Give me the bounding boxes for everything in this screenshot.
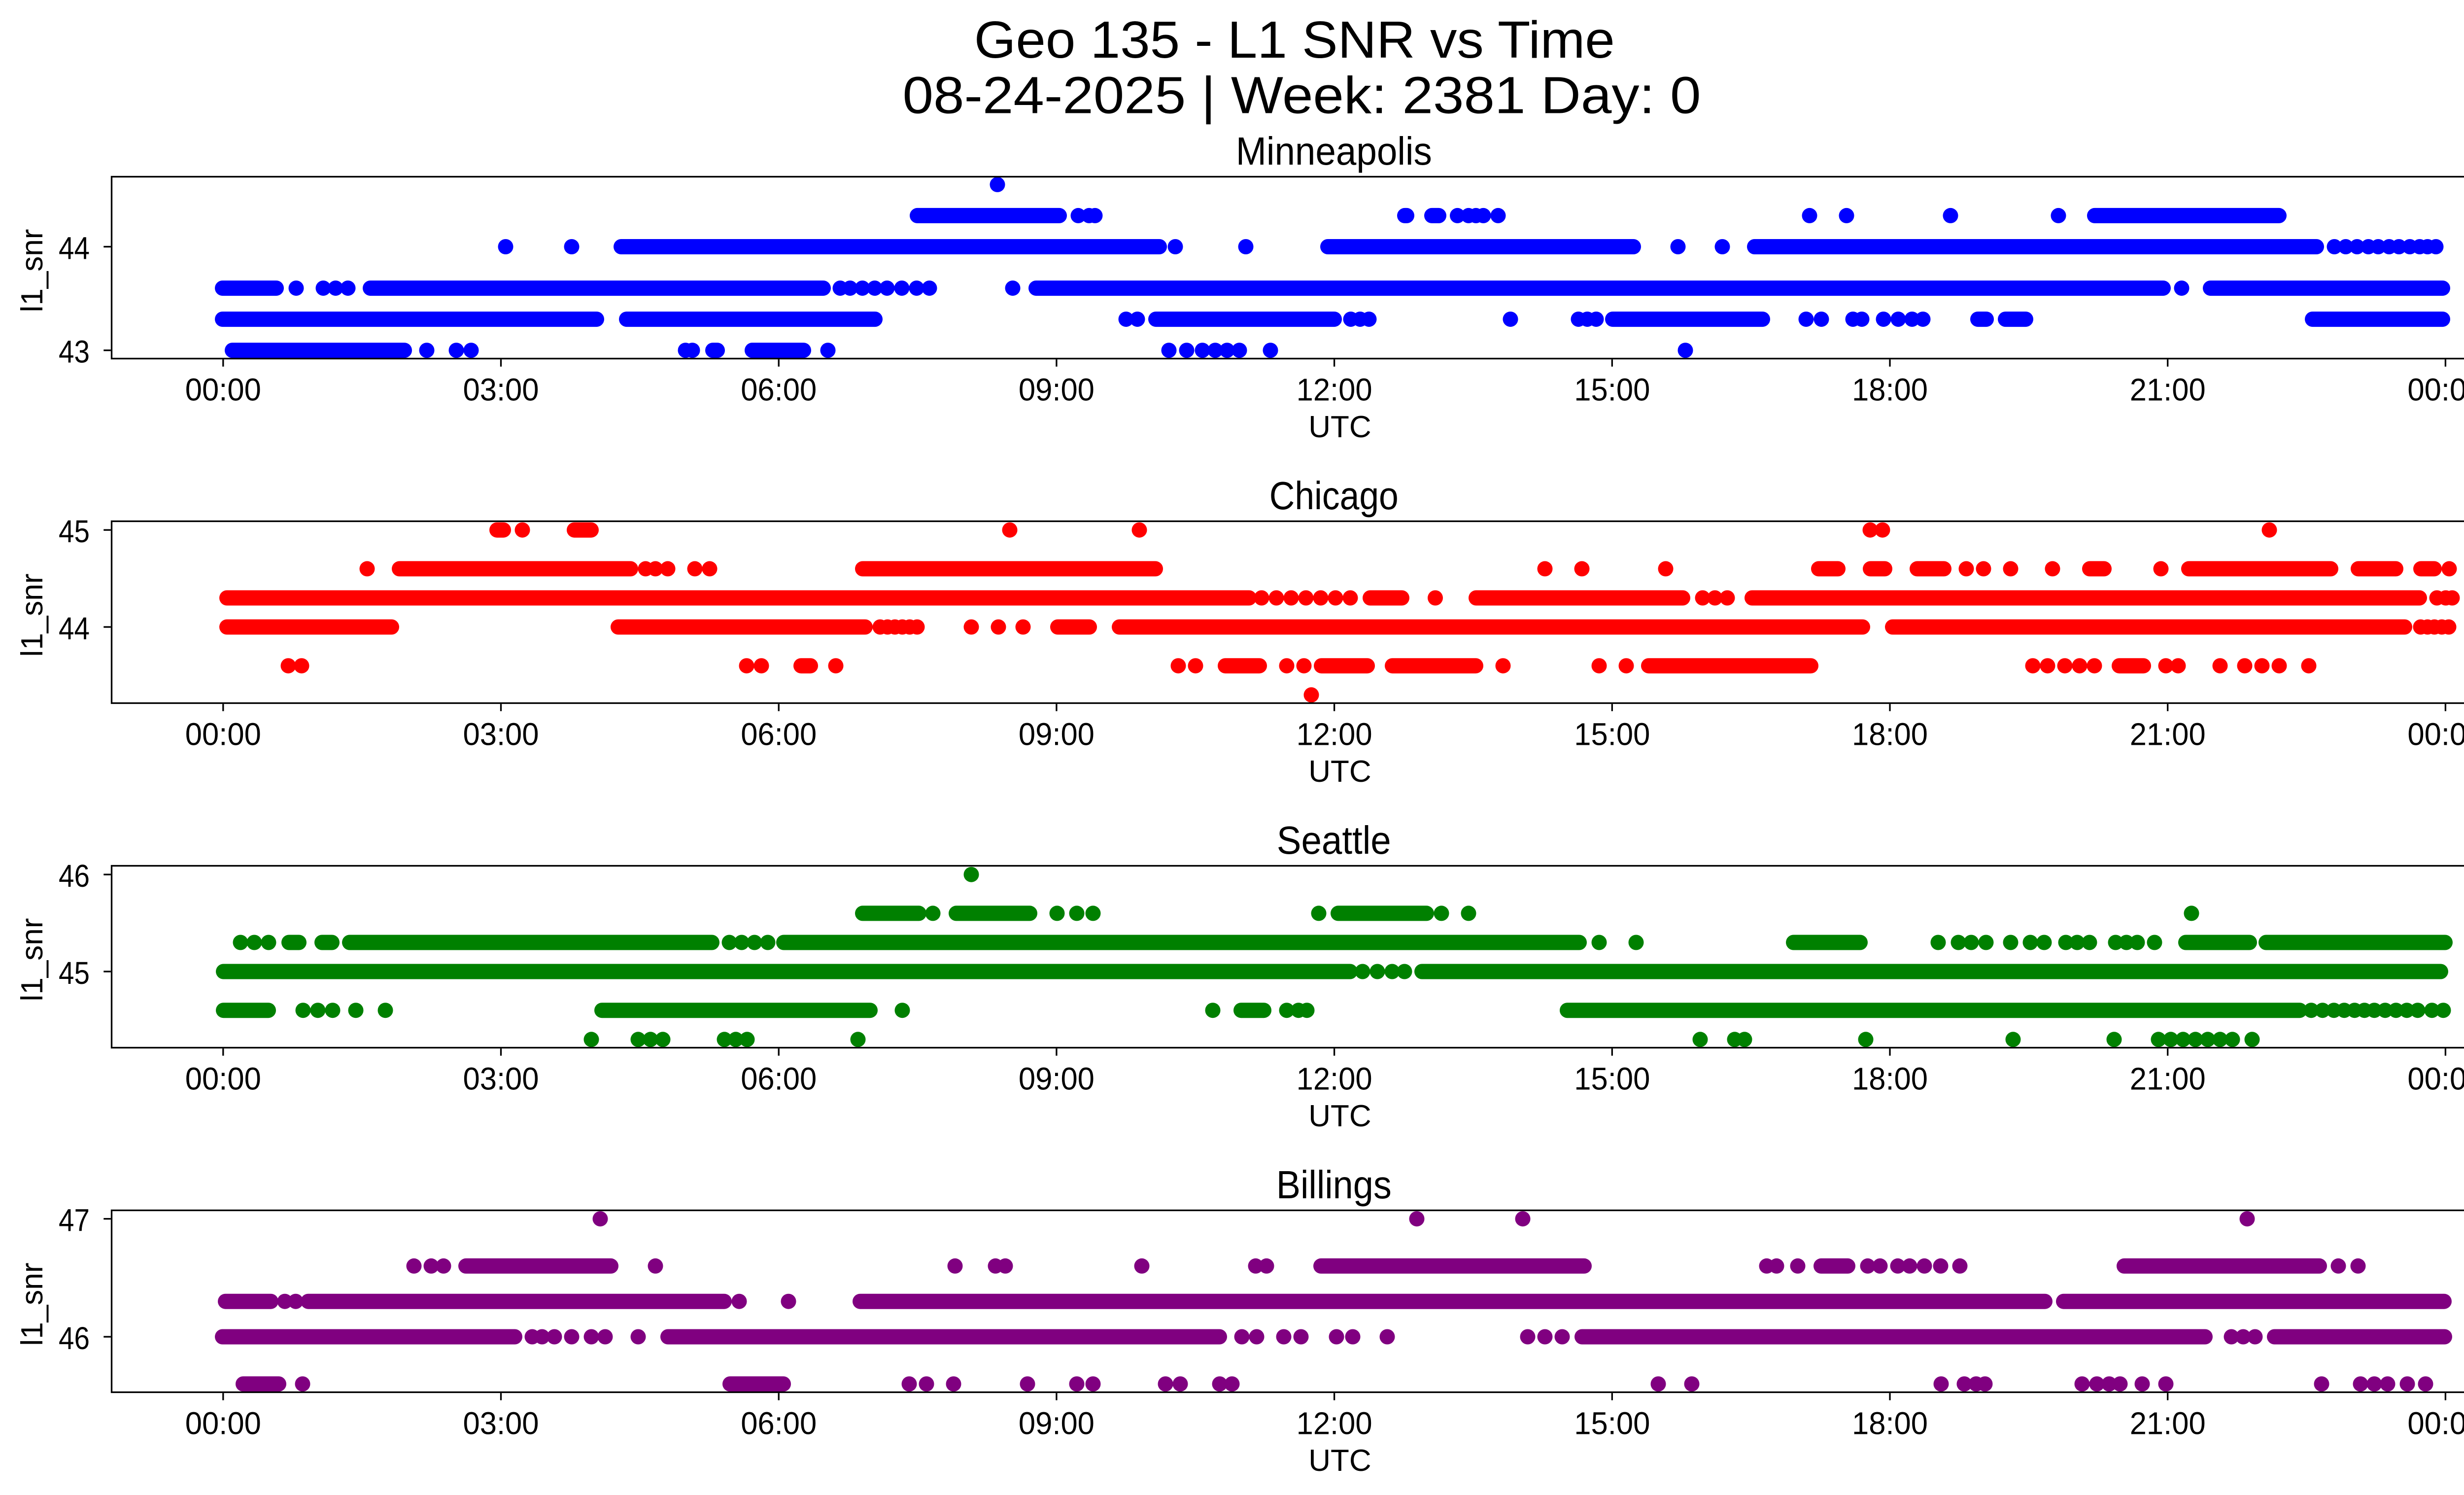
svg-text:44: 44 bbox=[59, 231, 90, 266]
svg-text:Chicago: Chicago bbox=[1269, 474, 1399, 518]
svg-text:l1_snr: l1_snr bbox=[15, 918, 49, 1002]
svg-text:03:00: 03:00 bbox=[463, 372, 539, 408]
svg-text:09:00: 09:00 bbox=[1019, 717, 1095, 752]
svg-text:Seattle: Seattle bbox=[1277, 818, 1391, 862]
svg-text:09:00: 09:00 bbox=[1019, 372, 1095, 408]
svg-text:21:00: 21:00 bbox=[2130, 1061, 2206, 1097]
svg-text:UTC: UTC bbox=[1308, 1444, 1371, 1478]
svg-text:18:00: 18:00 bbox=[1852, 372, 1928, 408]
svg-text:21:00: 21:00 bbox=[2130, 1406, 2206, 1441]
svg-text:06:00: 06:00 bbox=[741, 372, 817, 408]
svg-text:15:00: 15:00 bbox=[1574, 1061, 1650, 1097]
svg-text:43: 43 bbox=[59, 334, 90, 370]
svg-text:UTC: UTC bbox=[1308, 1099, 1371, 1133]
svg-text:45: 45 bbox=[59, 955, 90, 991]
svg-text:03:00: 03:00 bbox=[463, 1406, 539, 1441]
svg-text:45: 45 bbox=[59, 514, 90, 549]
svg-text:03:00: 03:00 bbox=[463, 717, 539, 752]
svg-text:18:00: 18:00 bbox=[1852, 1406, 1928, 1441]
svg-text:46: 46 bbox=[59, 858, 90, 894]
svg-text:06:00: 06:00 bbox=[741, 1406, 817, 1441]
svg-text:00:00: 00:00 bbox=[185, 1406, 261, 1441]
svg-text:l1_snr: l1_snr bbox=[15, 574, 49, 657]
svg-text:00:00: 00:00 bbox=[2407, 1061, 2464, 1097]
svg-text:Billings: Billings bbox=[1276, 1163, 1392, 1207]
svg-text:00:00: 00:00 bbox=[185, 372, 261, 408]
svg-text:UTC: UTC bbox=[1308, 410, 1371, 444]
svg-text:15:00: 15:00 bbox=[1574, 717, 1650, 752]
svg-text:00:00: 00:00 bbox=[2407, 1406, 2464, 1441]
svg-text:44: 44 bbox=[59, 611, 90, 646]
svg-text:47: 47 bbox=[59, 1203, 90, 1238]
svg-text:Minneapolis: Minneapolis bbox=[1236, 129, 1432, 173]
svg-text:12:00: 12:00 bbox=[1297, 1061, 1372, 1097]
svg-text:15:00: 15:00 bbox=[1574, 372, 1650, 408]
svg-text:18:00: 18:00 bbox=[1852, 717, 1928, 752]
svg-text:00:00: 00:00 bbox=[185, 717, 261, 752]
svg-text:12:00: 12:00 bbox=[1297, 717, 1372, 752]
svg-text:Geo 135 - L1 SNR vs Time: Geo 135 - L1 SNR vs Time bbox=[974, 11, 1615, 69]
svg-text:21:00: 21:00 bbox=[2130, 372, 2206, 408]
svg-text:09:00: 09:00 bbox=[1019, 1406, 1095, 1441]
svg-text:l1_snr: l1_snr bbox=[15, 1263, 49, 1346]
svg-text:03:00: 03:00 bbox=[463, 1061, 539, 1097]
svg-text:09:00: 09:00 bbox=[1019, 1061, 1095, 1097]
svg-text:18:00: 18:00 bbox=[1852, 1061, 1928, 1097]
svg-text:00:00: 00:00 bbox=[2407, 717, 2464, 752]
svg-text:00:00: 00:00 bbox=[185, 1061, 261, 1097]
svg-text:15:00: 15:00 bbox=[1574, 1406, 1650, 1441]
svg-text:06:00: 06:00 bbox=[741, 1061, 817, 1097]
svg-text:UTC: UTC bbox=[1308, 755, 1371, 789]
svg-text:l1_snr: l1_snr bbox=[15, 229, 49, 313]
svg-text:21:00: 21:00 bbox=[2130, 717, 2206, 752]
svg-text:12:00: 12:00 bbox=[1297, 1406, 1372, 1441]
svg-text:00:00: 00:00 bbox=[2407, 372, 2464, 408]
svg-text:06:00: 06:00 bbox=[741, 717, 817, 752]
svg-text:08-24-2025 | Week: 2381 Day: 0: 08-24-2025 | Week: 2381 Day: 0 bbox=[903, 67, 1701, 125]
svg-text:12:00: 12:00 bbox=[1297, 372, 1372, 408]
svg-text:46: 46 bbox=[59, 1321, 90, 1356]
